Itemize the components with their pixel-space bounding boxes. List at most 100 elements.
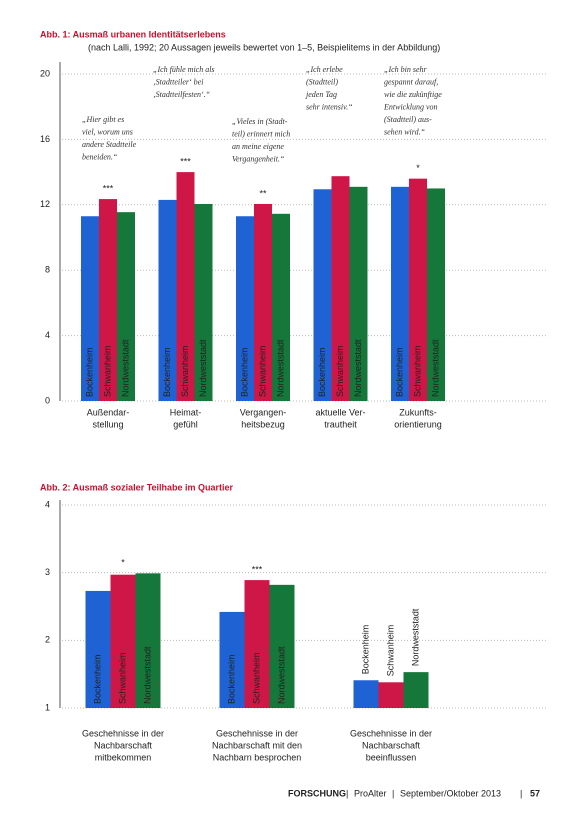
series-label: Schwanheim — [102, 345, 112, 397]
x-tick-label: Vergangen- — [240, 407, 287, 417]
bar — [194, 203, 213, 401]
x-tick-label: gefühl — [173, 419, 198, 429]
bar — [135, 573, 161, 708]
annotation: „Ich erlebe — [306, 65, 343, 74]
annotation: teil) erinnert mich — [232, 129, 290, 138]
annotation: andere Stadtteile — [82, 140, 137, 149]
x-tick-label: beeinflussen — [366, 752, 417, 762]
y-tick-label: 1 — [45, 702, 50, 712]
significance: * — [416, 163, 420, 173]
annotation: viel, worum uns — [82, 127, 133, 136]
series-label: Bockenheim — [92, 654, 102, 704]
bar — [254, 203, 272, 401]
series-label: Bockenheim — [84, 347, 94, 397]
chart-subtitle: (nach Lalli, 1992; 20 Aussagen jeweils b… — [88, 42, 440, 52]
x-tick-label: Nachbarschaft — [94, 740, 153, 750]
bar — [409, 178, 427, 401]
x-tick-label: heitsbezug — [241, 419, 285, 429]
annotation: „Ich fühle mich als — [153, 65, 215, 74]
x-tick-label: Geschehnisse in der — [82, 728, 164, 738]
y-tick-label: 20 — [40, 68, 50, 78]
annotation: ‚Stadtteilfesten‘.“ — [153, 90, 211, 99]
bar — [236, 216, 254, 401]
series-label: Nordweststadt — [276, 646, 286, 704]
y-tick-label: 4 — [45, 499, 50, 509]
x-tick-label: Zukunfts- — [399, 407, 437, 417]
series-label: Bockenheim — [394, 347, 404, 397]
bar — [427, 188, 445, 401]
significance: ** — [259, 188, 267, 198]
bar — [313, 189, 332, 401]
separator: | — [392, 788, 394, 798]
bar — [81, 216, 99, 401]
bar — [117, 212, 135, 401]
x-tick-label: Nachbarschaft — [362, 740, 421, 750]
y-tick-label: 0 — [45, 395, 50, 405]
series-label: Schwanheim — [251, 652, 261, 704]
separator: | — [520, 788, 522, 798]
series-label: Nordweststadt — [275, 339, 285, 397]
bar — [244, 580, 270, 708]
bar — [272, 213, 290, 401]
annotation: „Vieles in (Stadt- — [232, 117, 288, 126]
series-label: Bockenheim — [162, 347, 172, 397]
significance: *** — [252, 564, 263, 574]
x-tick-label: Geschehnisse in der — [350, 728, 432, 738]
significance: *** — [180, 156, 191, 166]
series-label: Bockenheim — [226, 654, 236, 704]
series-label: Nordweststadt — [142, 646, 152, 704]
significance: * — [121, 558, 125, 568]
annotation: Entwicklung von — [383, 102, 438, 111]
annotation: sehen wird.“ — [384, 127, 426, 136]
separator: | — [346, 788, 348, 798]
annotation: „Hier gibt es — [82, 115, 124, 124]
bar — [176, 172, 195, 401]
annotation: jeden Tag — [305, 90, 337, 99]
series-label: Schwanheim — [180, 345, 190, 397]
series-label: Bockenheim — [317, 347, 327, 397]
x-tick-label: stellung — [92, 419, 123, 429]
series-label: Nordweststadt — [430, 339, 440, 397]
series-label: Schwanheim — [412, 345, 422, 397]
bar — [269, 584, 295, 708]
y-tick-label: 8 — [45, 265, 50, 275]
chart-title: Abb. 1: Ausmaß urbanen Identitätserleben… — [40, 29, 226, 39]
annotation: „Ich bin sehr — [384, 65, 428, 74]
bar — [219, 611, 245, 708]
annotation: ‚Stadtteiler‘ bei — [153, 77, 203, 86]
series-label: Nordweststadt — [410, 608, 420, 666]
series-label: Nordweststadt — [198, 339, 208, 397]
annotation: sehr intensiv.“ — [306, 102, 353, 111]
y-tick-label: 3 — [45, 567, 50, 577]
series-label: Schwanheim — [117, 652, 127, 704]
footer-page: 57 — [530, 788, 540, 798]
y-tick-label: 4 — [45, 330, 50, 340]
series-label: Nordweststadt — [353, 339, 363, 397]
bar — [331, 176, 350, 401]
x-tick-label: Geschehnisse in der — [216, 728, 298, 738]
bar — [378, 682, 404, 708]
x-tick-label: mitbekommen — [95, 752, 152, 762]
x-tick-label: orientierung — [394, 419, 442, 429]
bar — [391, 186, 409, 401]
annotation: (Stadtteil) aus- — [384, 115, 432, 124]
annotation: Vergangenheit.“ — [232, 154, 285, 163]
y-tick-label: 12 — [40, 199, 50, 209]
x-tick-label: trautheit — [324, 419, 357, 429]
annotation: beneiden.“ — [82, 152, 118, 161]
annotation: gespannt darauf, — [384, 77, 438, 86]
series-label: Nordweststadt — [120, 339, 130, 397]
series-label: Bockenheim — [239, 347, 249, 397]
y-tick-label: 16 — [40, 134, 50, 144]
bar — [110, 574, 136, 708]
bar — [349, 186, 368, 401]
significance: *** — [103, 183, 114, 193]
footer-publication: ProAlter — [354, 788, 387, 798]
bar — [158, 199, 177, 401]
bar — [99, 199, 117, 401]
bar — [403, 672, 429, 708]
bar — [85, 590, 111, 708]
series-label: Bockenheim — [360, 625, 370, 675]
annotation: (Stadtteil) — [306, 77, 338, 86]
